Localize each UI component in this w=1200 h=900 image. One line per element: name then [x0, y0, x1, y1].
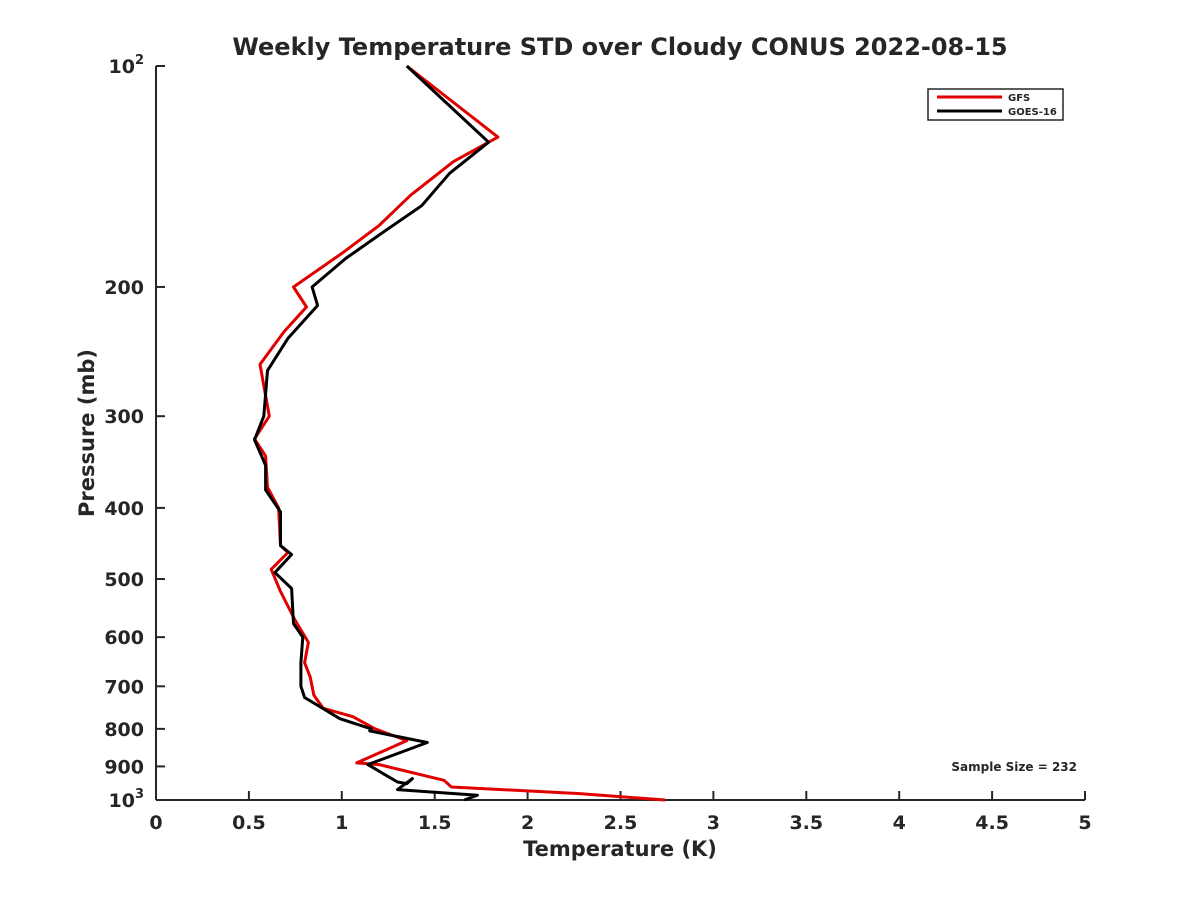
legend-box: [927, 88, 1064, 121]
x-tick-label: 5: [1078, 812, 1091, 834]
x-tick-label: 1: [335, 812, 348, 834]
y-tick-label: 800: [104, 719, 144, 741]
legend: GFS GOES-16: [927, 88, 1064, 121]
x-tick-label: 1.5: [418, 812, 452, 834]
y-axis-label: Pressure (mb): [75, 349, 99, 517]
y-tick-label: 200: [104, 277, 144, 299]
y-tick-label: 400: [104, 498, 144, 520]
x-tick-label: 2.5: [604, 812, 638, 834]
y-tick-label: 102: [109, 53, 145, 78]
axes: 0 0.5 1 1.5 2 2.5 3 3.5 4 4.5 5 102 200 300 400 500 600 7…: [104, 53, 1091, 834]
series-line-gfs: [253, 64, 666, 802]
x-tick-label: 4.5: [975, 812, 1009, 834]
x-tick-label: 3: [707, 812, 720, 834]
sample-size-annotation: Sample Size = 232: [951, 760, 1077, 774]
x-tick-label: 0: [149, 812, 162, 834]
y-tick-label: 103: [109, 787, 145, 812]
x-tick-label: 2: [521, 812, 534, 834]
y-tick-label: 700: [104, 676, 144, 698]
chart-title: Weekly Temperature STD over Cloudy CONUS…: [232, 33, 1007, 61]
legend-label: GOES-16: [1008, 107, 1057, 118]
legend-label: GFS: [1008, 93, 1030, 104]
x-axis-label: Temperature (K): [523, 837, 717, 861]
y-tick-label: 500: [104, 569, 144, 591]
x-tick-label: 0.5: [232, 812, 266, 834]
y-tick-label: 900: [104, 756, 144, 778]
series-line-goes-16: [253, 64, 491, 802]
y-tick-label: 600: [104, 627, 144, 649]
y-tick-label: 300: [104, 406, 144, 428]
data-series: [253, 64, 666, 802]
x-tick-label: 3.5: [789, 812, 823, 834]
x-tick-label: 4: [893, 812, 906, 834]
